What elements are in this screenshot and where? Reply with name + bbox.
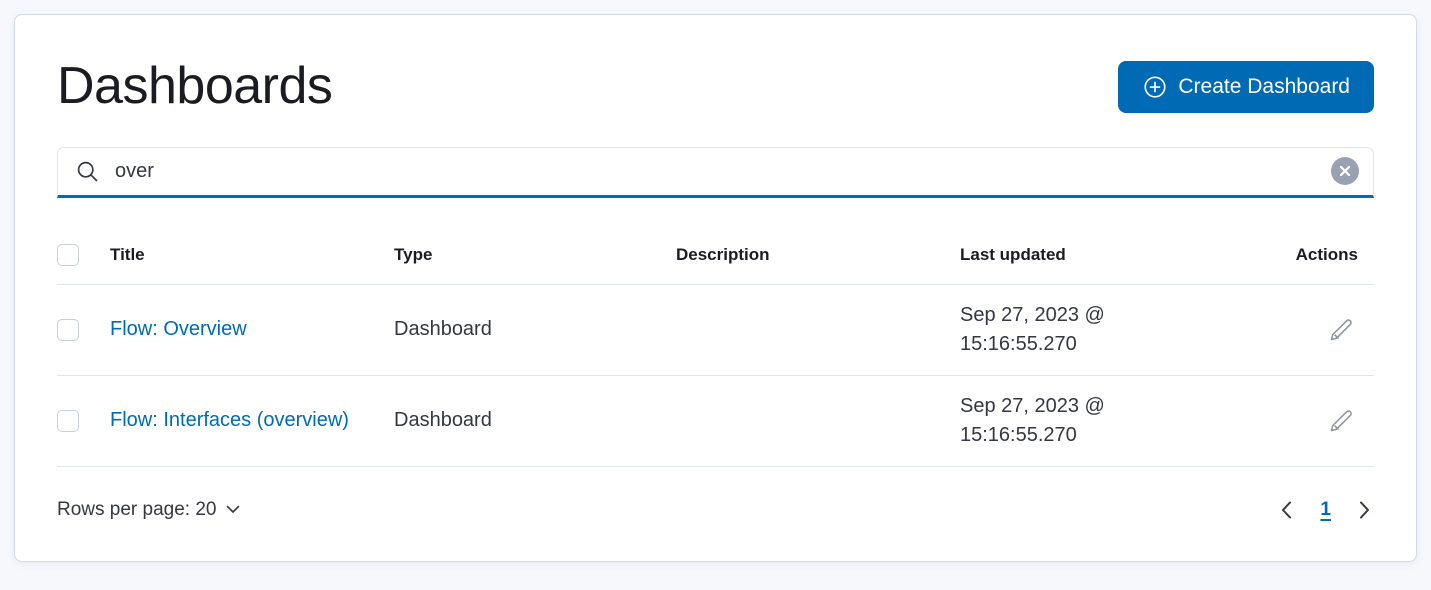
row-checkbox[interactable]	[57, 410, 79, 433]
chevron-down-icon	[226, 505, 240, 514]
dashboard-link[interactable]: Flow: Interfaces (overview)	[110, 409, 349, 432]
column-header-last-updated[interactable]: Last updated	[960, 239, 1212, 285]
dashboards-panel: Dashboards Create Dashboard Title	[14, 14, 1417, 562]
table-header-row: Title Type Description Last updated Acti…	[57, 239, 1374, 285]
edit-button[interactable]	[1325, 403, 1358, 436]
clear-search-button[interactable]	[1331, 157, 1359, 186]
dashboard-link[interactable]: Flow: Overview	[110, 318, 247, 341]
rows-per-page-label: Rows per page: 20	[57, 498, 217, 520]
pencil-icon	[1329, 316, 1354, 341]
plus-circle-icon	[1142, 74, 1168, 100]
last-updated-cell: Sep 27, 2023 @ 15:16:55.270	[960, 394, 1105, 446]
column-header-type[interactable]: Type	[394, 239, 676, 285]
chevron-left-icon	[1281, 501, 1292, 519]
page-number-button[interactable]: 1	[1320, 498, 1331, 520]
dashboards-table: Title Type Description Last updated Acti…	[57, 239, 1374, 467]
description-cell	[676, 284, 960, 376]
create-dashboard-label: Create Dashboard	[1178, 75, 1350, 98]
previous-page-button[interactable]	[1277, 497, 1296, 523]
edit-button[interactable]	[1325, 312, 1358, 345]
select-all-checkbox[interactable]	[57, 243, 79, 266]
pencil-icon	[1329, 407, 1354, 432]
search-bar	[57, 146, 1374, 198]
chevron-right-icon	[1359, 501, 1370, 519]
page-title: Dashboards	[57, 57, 333, 115]
panel-header: Dashboards Create Dashboard	[57, 57, 1374, 117]
last-updated-cell: Sep 27, 2023 @ 15:16:55.270	[960, 303, 1105, 355]
type-cell: Dashboard	[394, 375, 676, 467]
next-page-button[interactable]	[1355, 497, 1374, 523]
close-icon	[1339, 165, 1351, 177]
row-checkbox[interactable]	[57, 319, 79, 342]
column-header-title[interactable]: Title	[110, 239, 394, 285]
create-dashboard-button[interactable]: Create Dashboard	[1118, 61, 1374, 113]
description-cell	[676, 375, 960, 467]
type-cell: Dashboard	[394, 284, 676, 376]
search-input[interactable]	[115, 147, 1331, 195]
pagination: 1	[1277, 497, 1374, 523]
table-footer: Rows per page: 20 1	[57, 495, 1374, 525]
column-header-actions: Actions	[1212, 239, 1374, 285]
table-row: Flow: Interfaces (overview) Dashboard Se…	[57, 375, 1374, 467]
table-row: Flow: Overview Dashboard Sep 27, 2023 @ …	[57, 284, 1374, 376]
rows-per-page-button[interactable]: Rows per page: 20	[57, 495, 240, 525]
column-header-description[interactable]: Description	[676, 239, 960, 285]
search-icon	[76, 160, 99, 183]
